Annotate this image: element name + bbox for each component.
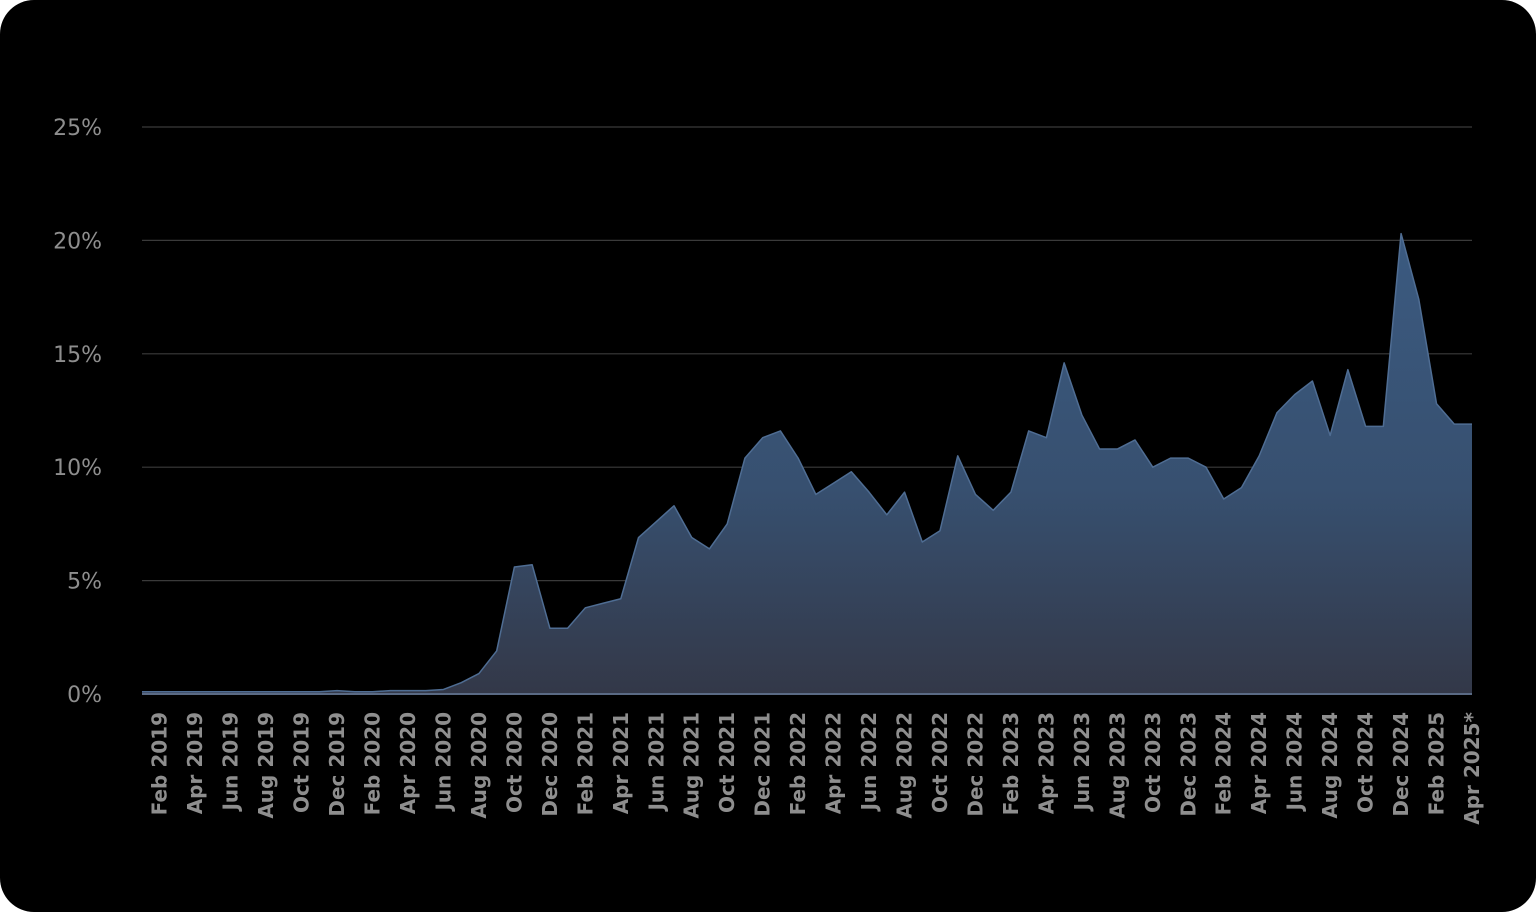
x-tick-label: Oct 2022 <box>928 712 952 813</box>
x-tick-label: Oct 2021 <box>715 712 739 813</box>
x-tick-label: Jun 2021 <box>644 712 668 813</box>
x-tick-label: Apr 2021 <box>609 712 633 814</box>
x-tick-label: Jun 2024 <box>1283 712 1307 813</box>
y-tick-label: 20% <box>53 229 102 254</box>
x-tick-label: Apr 2023 <box>1034 712 1058 814</box>
x-tick-label: Feb 2023 <box>999 712 1023 815</box>
x-tick-label: Oct 2019 <box>290 712 314 813</box>
x-tick-label: Aug 2024 <box>1318 712 1342 819</box>
x-tick-label: Feb 2019 <box>148 712 172 815</box>
x-tick-label: Apr 2020 <box>396 712 420 814</box>
y-tick-label: 15% <box>53 343 102 368</box>
x-tick-label: Jun 2020 <box>432 712 456 813</box>
x-tick-label: Aug 2020 <box>467 712 491 819</box>
x-tick-label: Apr 2025* <box>1460 711 1484 824</box>
area-fill <box>142 233 1472 694</box>
x-tick-label: Aug 2022 <box>893 712 917 819</box>
series-line <box>142 232 1472 693</box>
x-tick-label: Oct 2024 <box>1354 712 1378 813</box>
x-tick-label: Feb 2020 <box>361 712 385 815</box>
y-tick-label: 5% <box>67 570 102 595</box>
x-tick-label: Aug 2021 <box>680 712 704 819</box>
x-tick-label: Jun 2023 <box>1070 712 1094 813</box>
x-tick-label: Dec 2021 <box>751 712 775 817</box>
x-tick-label: Apr 2019 <box>183 712 207 814</box>
x-tick-label: Dec 2020 <box>538 712 562 817</box>
x-tick-label: Dec 2019 <box>325 712 349 817</box>
x-tick-label: Feb 2021 <box>573 712 597 815</box>
x-tick-label: Dec 2023 <box>1176 712 1200 817</box>
x-tick-label: Oct 2020 <box>502 712 526 813</box>
y-tick-label: 0% <box>67 683 102 708</box>
x-tick-label: Jun 2019 <box>219 712 243 813</box>
x-tick-label: Aug 2023 <box>1105 712 1129 819</box>
x-axis-tick-labels: Feb 2019 Apr 2019 Jun 2019 Aug 2019 Oct 2019… <box>148 711 1484 824</box>
area-series <box>142 232 1472 695</box>
y-axis-tick-labels: 0% 5% 10% 15% 20% 25% <box>53 116 102 708</box>
x-tick-label: Apr 2024 <box>1247 712 1271 814</box>
x-tick-label: Jun 2022 <box>857 712 881 813</box>
y-tick-label: 10% <box>53 456 102 481</box>
y-tick-label: 25% <box>53 116 102 141</box>
x-tick-label: Feb 2022 <box>786 712 810 815</box>
x-tick-label: Feb 2024 <box>1212 712 1236 815</box>
x-tick-label: Aug 2019 <box>254 712 278 819</box>
x-tick-label: Apr 2022 <box>822 712 846 814</box>
x-tick-label: Oct 2023 <box>1141 712 1165 813</box>
x-tick-label: Dec 2022 <box>964 712 988 817</box>
x-tick-label: Dec 2024 <box>1389 712 1413 817</box>
x-tick-label: Feb 2025 <box>1425 712 1449 815</box>
